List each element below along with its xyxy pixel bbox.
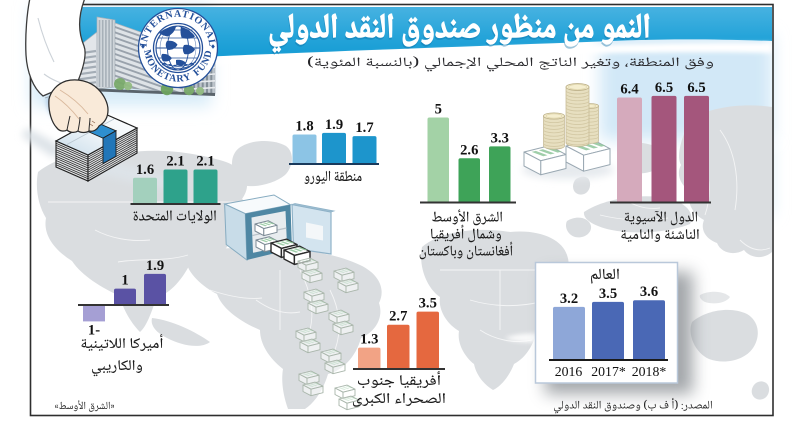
svg-text:2.7: 2.7: [389, 309, 407, 325]
svg-text:6.5: 6.5: [655, 80, 673, 96]
svg-text:2.6: 2.6: [460, 142, 478, 158]
svg-text:6.5: 6.5: [687, 80, 705, 96]
svg-text:1.7: 1.7: [355, 120, 373, 136]
svg-text:3.6: 3.6: [640, 284, 658, 300]
svg-text:1.9: 1.9: [325, 117, 343, 133]
svg-text:1.6: 1.6: [136, 162, 154, 178]
svg-text:3.3: 3.3: [491, 130, 509, 146]
svg-text:2.1: 2.1: [166, 154, 184, 170]
svg-text:3.5: 3.5: [599, 286, 617, 302]
svg-text:1: 1: [121, 273, 128, 289]
svg-text:6.4: 6.4: [620, 82, 639, 98]
svg-text:3.2: 3.2: [560, 291, 578, 307]
svg-text:2.1: 2.1: [196, 154, 214, 170]
svg-text:1.9: 1.9: [146, 258, 164, 274]
svg-text:3.5: 3.5: [419, 296, 437, 312]
svg-text:2018*: 2018*: [632, 364, 667, 379]
svg-text:5: 5: [435, 102, 442, 118]
svg-text:2017*: 2017*: [591, 364, 626, 379]
svg-text:2016: 2016: [555, 364, 583, 379]
svg-text:1-: 1-: [88, 322, 100, 338]
svg-text:1.8: 1.8: [295, 118, 313, 134]
svg-text:1.3: 1.3: [360, 332, 378, 348]
